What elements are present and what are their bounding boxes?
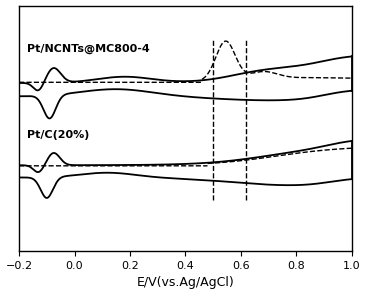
X-axis label: E/V(vs.Ag/AgCl): E/V(vs.Ag/AgCl) [137, 276, 234, 289]
Text: Pt/NCNTs@MC800-4: Pt/NCNTs@MC800-4 [27, 43, 150, 54]
Text: Pt/C(20%): Pt/C(20%) [27, 130, 90, 140]
